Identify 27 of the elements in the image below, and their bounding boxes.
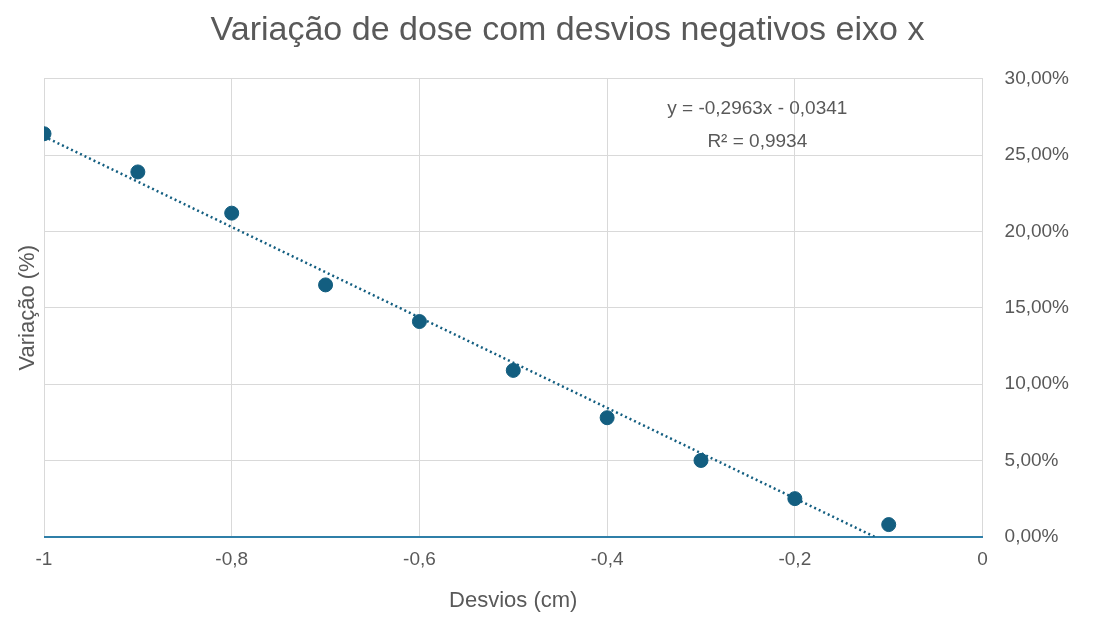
- y-tick-label: 0,00%: [1004, 525, 1059, 547]
- annotation: R² = 0,9934: [707, 130, 808, 152]
- point: [693, 452, 709, 468]
- point: [318, 277, 334, 293]
- y-tick-label: 15,00%: [1004, 296, 1070, 318]
- point: [599, 410, 615, 426]
- point: [411, 314, 427, 330]
- x-tick-label: -0,6: [403, 548, 436, 570]
- point: [224, 205, 240, 221]
- chart-title: Variação de dose com desvios negativos eixo x: [210, 8, 925, 47]
- point: [881, 517, 897, 533]
- x-tick-label: -0,2: [778, 548, 812, 570]
- y-tick-label: 25,00%: [1004, 143, 1070, 165]
- x-tick-label: -0,8: [215, 548, 249, 570]
- x-tick-label: -0,4: [590, 548, 624, 570]
- y-axis-title: Variação (%): [14, 245, 40, 371]
- x-axis-title: Desvios (cm): [449, 586, 578, 612]
- point: [130, 164, 146, 180]
- point: [505, 362, 521, 378]
- y-tick-label: 20,00%: [1004, 219, 1070, 241]
- y-tick-label: 30,00%: [1004, 67, 1070, 89]
- y-tick-label: 10,00%: [1004, 372, 1070, 394]
- point: [787, 491, 803, 507]
- y-tick-label: 5,00%: [1004, 448, 1059, 470]
- annotation: y = -0,2963x - 0,0341: [667, 97, 848, 119]
- x-tick-label: -1: [35, 548, 53, 570]
- x-tick-label: 0: [977, 548, 988, 570]
